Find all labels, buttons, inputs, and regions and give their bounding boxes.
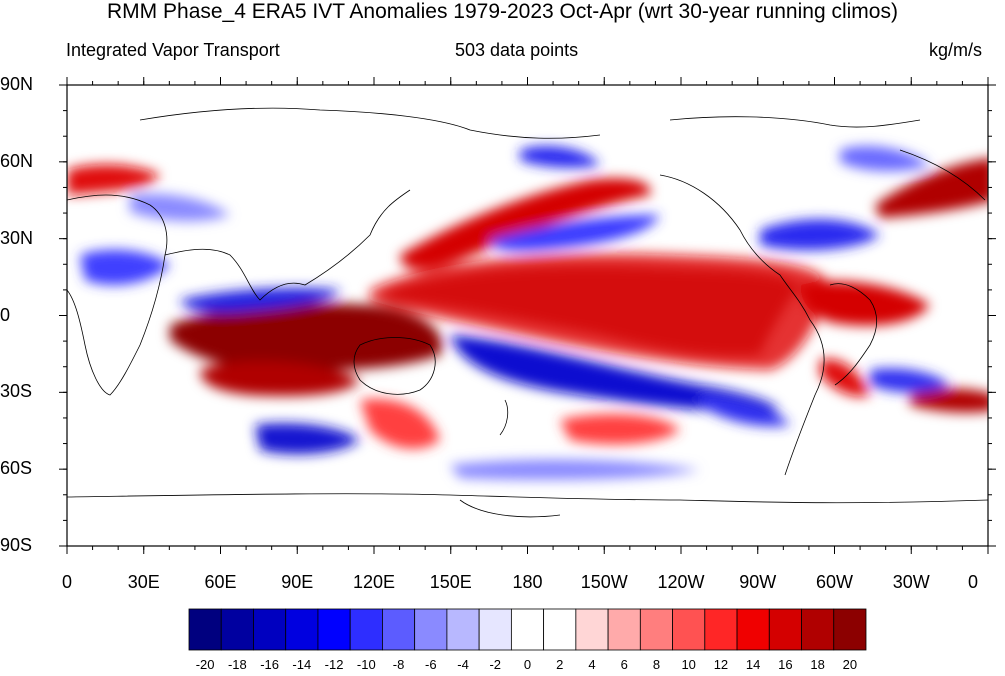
colorbar-box xyxy=(801,608,835,651)
lon-label: 90W xyxy=(739,572,777,592)
anomaly-negative-south-indian xyxy=(255,423,360,455)
colorbar-box xyxy=(639,608,673,651)
axis-ticks xyxy=(59,77,996,554)
colorbar-label: -16 xyxy=(260,657,279,672)
colorbar-label: -4 xyxy=(457,657,469,672)
lon-label: 120E xyxy=(352,572,396,592)
colorbar-label: -14 xyxy=(292,657,312,672)
colorbar-box xyxy=(478,608,512,651)
colorbar-box xyxy=(414,608,448,651)
colorbar-box xyxy=(607,608,641,651)
anomaly-positive-europe xyxy=(67,164,160,195)
lon-label: 30E xyxy=(127,572,160,592)
colorbar-label: -6 xyxy=(425,657,437,672)
anomaly-positive-north-atlantic xyxy=(875,158,988,218)
colorbar-label: -2 xyxy=(489,657,502,672)
anomaly-positive-sw-pacific xyxy=(560,414,680,445)
colorbar-box xyxy=(768,608,802,651)
coastlines xyxy=(67,107,988,518)
lon-label: 120W xyxy=(657,572,705,592)
anomaly-negative-arabia xyxy=(80,249,170,285)
anomaly-positive-indian-ocean xyxy=(170,303,442,371)
anomaly-negative-atlantic xyxy=(760,219,880,251)
anomaly-negative-north-pacific xyxy=(490,215,660,251)
colorbar-label: -10 xyxy=(356,657,376,672)
colorbar-box xyxy=(446,608,480,651)
lat-label: 60N xyxy=(0,150,34,171)
lat-label: 60S xyxy=(0,458,33,479)
colorbar-box xyxy=(704,608,738,651)
anomaly-negative-east-pacific-south xyxy=(700,395,790,427)
anomaly-positive-tasman xyxy=(360,399,440,449)
lat-label: 0 xyxy=(0,304,11,325)
colorbar-label: 10 xyxy=(681,657,696,672)
colorbar-box xyxy=(575,608,609,651)
colorbar-label: 0 xyxy=(523,657,532,672)
anomaly-negative-south-pacific-diagonal xyxy=(450,335,780,412)
colorbar-box xyxy=(510,608,545,651)
colorbar-label: -12 xyxy=(324,657,344,672)
colorbar xyxy=(188,608,867,651)
anomaly-positive-south-atlantic xyxy=(910,388,988,413)
anomaly-negative-west-pacific-north xyxy=(520,145,600,168)
colorbar-box xyxy=(833,608,867,651)
colorbar-box xyxy=(736,608,770,651)
colorbar-box xyxy=(220,608,254,651)
lon-label: 0 xyxy=(967,572,978,592)
anomaly-positive-south-pacific-east xyxy=(820,359,870,397)
figure-title: RMM Phase_4 ERA5 IVT Anomalies 1979-2023… xyxy=(107,0,898,23)
colorbar-label: 16 xyxy=(778,657,793,672)
colorbar-label: -18 xyxy=(227,657,247,672)
colorbar-label: -20 xyxy=(195,657,215,672)
lat-label: 90S xyxy=(0,535,33,555)
lon-label: 60E xyxy=(204,572,237,592)
units-label: kg/m/s xyxy=(929,40,983,60)
anomaly-positive-caribbean xyxy=(800,281,930,326)
colorbar-box xyxy=(285,608,319,651)
variable-label: Integrated Vapor Transport xyxy=(66,40,280,60)
colorbar-box xyxy=(188,608,222,651)
lat-label: 30N xyxy=(0,227,34,248)
anomaly-negative-central-asia xyxy=(130,193,230,222)
lon-label: 150W xyxy=(580,572,628,592)
colorbar-label: 20 xyxy=(842,657,858,672)
anomaly-positive-north-pacific xyxy=(400,178,651,270)
colorbar-box xyxy=(382,608,416,651)
colorbar-box xyxy=(543,608,577,651)
colorbar-label: 6 xyxy=(620,657,628,672)
anomaly-negative-southern-ocean xyxy=(450,459,700,480)
anomaly-positive-central-pacific-edge xyxy=(370,253,830,370)
colorbar-label: 14 xyxy=(745,657,761,672)
lon-label: 180 xyxy=(512,572,543,592)
anomaly-field xyxy=(67,107,988,518)
colorbar-label: 18 xyxy=(810,657,825,672)
colorbar-box xyxy=(349,608,383,651)
data-count-label: 503 data points xyxy=(455,40,579,60)
colorbar-label: 8 xyxy=(652,657,661,672)
anomaly-negative-north-america xyxy=(840,145,930,172)
anomaly-negative-south-atlantic xyxy=(870,368,950,393)
lat-label: 30S xyxy=(0,381,33,402)
colorbar-box xyxy=(253,608,287,651)
lon-label: 30W xyxy=(892,572,930,592)
colorbar-label: 12 xyxy=(713,657,729,672)
colorbar-label: 2 xyxy=(556,657,564,672)
colorbar-label: 4 xyxy=(588,657,596,672)
lon-label: 0 xyxy=(61,572,72,592)
anomaly-positive-south-indian xyxy=(200,361,360,397)
lon-label: 60W xyxy=(815,572,853,592)
lat-label: 90N xyxy=(0,74,34,94)
colorbar-box xyxy=(317,608,351,651)
colorbar-box xyxy=(672,608,706,651)
lon-label: 150E xyxy=(429,572,472,592)
colorbar-label: -8 xyxy=(392,657,405,672)
lon-label: 90E xyxy=(281,572,314,592)
